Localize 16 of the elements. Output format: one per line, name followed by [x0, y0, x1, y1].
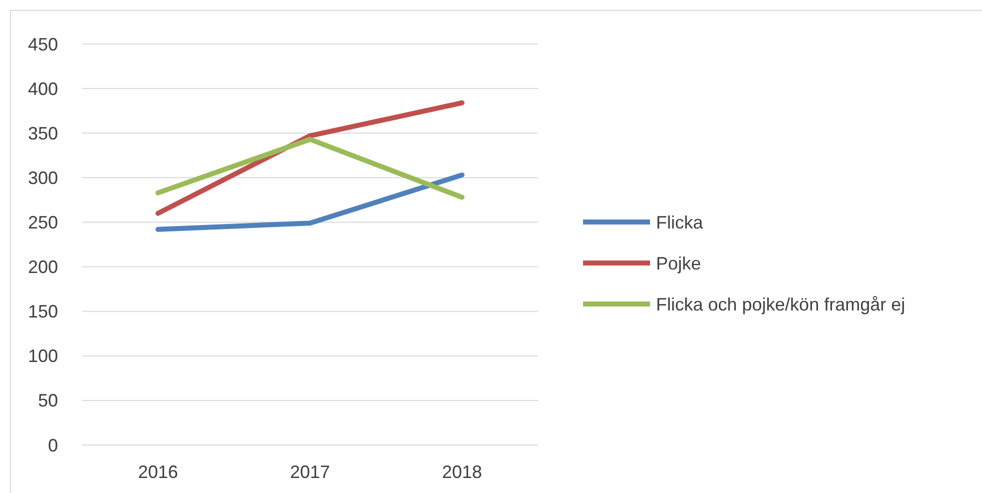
y-tick-label: 0	[48, 435, 58, 456]
y-tick-label: 150	[28, 302, 58, 322]
y-tick-label: 100	[28, 346, 58, 366]
legend-label: Flicka och pojke/kön framgår ej	[656, 294, 906, 314]
legend-label: Flicka	[656, 212, 704, 232]
y-tick-label: 450	[28, 34, 58, 54]
y-tick-label: 250	[28, 212, 58, 233]
x-tick-label: 2018	[442, 462, 482, 482]
x-tick-label: 2017	[290, 462, 330, 482]
y-tick-label: 300	[28, 168, 58, 188]
y-tick-label: 350	[28, 123, 58, 144]
y-tick-label: 200	[28, 257, 58, 278]
y-tick-label: 400	[28, 78, 58, 99]
legend-label: Pojke	[656, 253, 702, 274]
y-tick-label: 50	[38, 390, 58, 411]
x-tick-label: 2016	[138, 462, 178, 482]
